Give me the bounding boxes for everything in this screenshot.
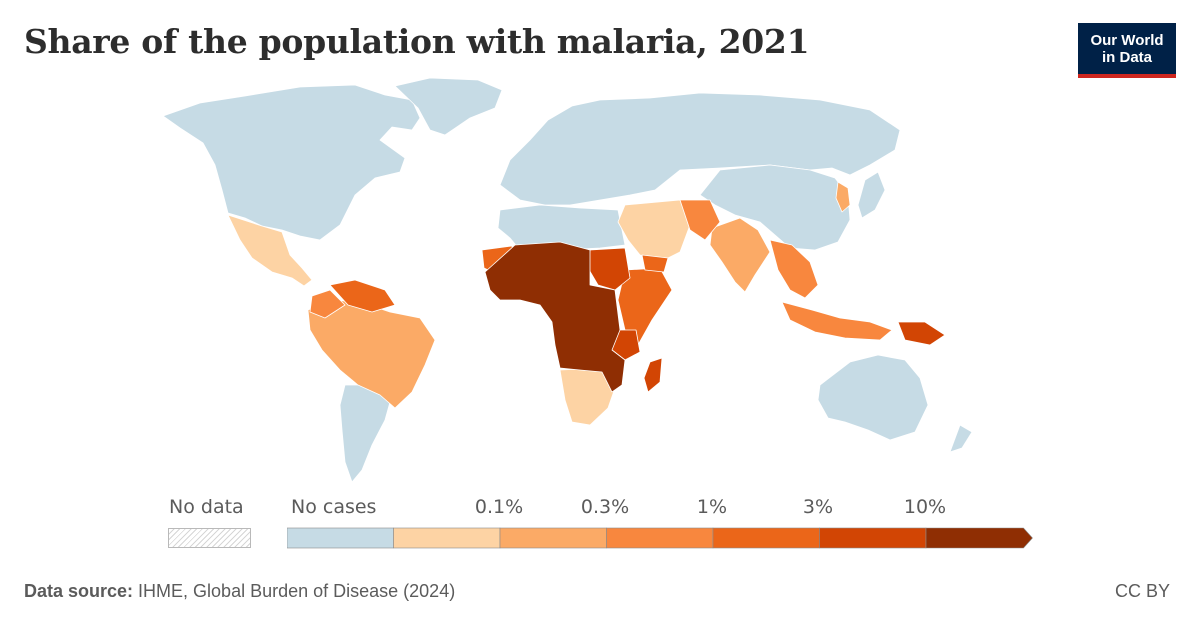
data-source-prefix: Data source: [24, 581, 134, 601]
owid-logo[interactable]: Our World in Data [1078, 23, 1176, 78]
map-region-india[interactable] [709, 217, 771, 293]
data-source-text[interactable]: IHME, Global Burden of Disease (2024) [133, 581, 456, 601]
map-region-australia[interactable] [817, 354, 929, 441]
map-region-indonesia[interactable] [781, 301, 893, 341]
logo-line-1: Our World [1090, 31, 1164, 49]
map-region-southeast-asia[interactable] [769, 239, 819, 299]
map-region-brazil-north[interactable] [309, 289, 346, 319]
map-region-east-asia-fringe[interactable] [835, 181, 851, 213]
map-region-venezuela-guianas[interactable] [329, 279, 396, 313]
map-region-papua-new-guinea[interactable] [897, 321, 946, 346]
map-region-north-africa[interactable] [497, 204, 626, 251]
map-region-greenland[interactable] [394, 77, 503, 136]
map-region-mexico-central-america[interactable] [227, 214, 313, 287]
chart-title: Share of the population with malaria, 20… [24, 22, 810, 61]
map-region-east-asia[interactable] [699, 164, 851, 251]
map-region-west-central-africa[interactable] [484, 241, 626, 393]
map-region-north-america[interactable] [162, 84, 421, 241]
map-region-southern-south-america[interactable] [339, 384, 393, 483]
logo-line-2: in Data [1101, 48, 1152, 66]
map-region-yemen[interactable] [641, 254, 669, 273]
license-label[interactable]: CC BY [1114, 581, 1170, 601]
map-region-japan[interactable] [857, 171, 886, 219]
map-region-arabian-peninsula[interactable] [617, 199, 691, 263]
data-source: Data source: IHME, Global Burden of Dise… [24, 581, 455, 602]
map-region-new-zealand[interactable] [949, 424, 973, 453]
map-region-madagascar[interactable] [643, 357, 663, 393]
map-region-europe-russia[interactable] [499, 92, 901, 206]
map-region-afghanistan-pakistan[interactable] [679, 199, 721, 241]
